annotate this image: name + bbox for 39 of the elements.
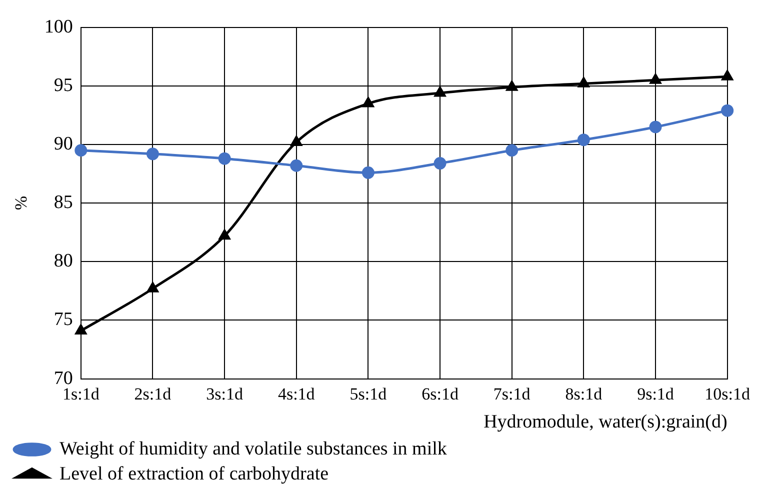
point: [75, 324, 86, 335]
x-tick-label: 9s:1d: [637, 384, 674, 404]
point: [146, 148, 159, 160]
point: [434, 86, 446, 97]
x-tick-label: 2s:1d: [134, 384, 172, 404]
point: [722, 70, 733, 80]
x-tick-label: 6s:1d: [422, 384, 459, 404]
x-axis-title: Hydromodule, water(s):grain(d): [484, 412, 728, 433]
y-tick-label: 85: [54, 192, 73, 214]
point: [147, 282, 158, 292]
point: [218, 152, 231, 165]
point: [506, 80, 518, 91]
point: [578, 77, 590, 88]
point: [218, 230, 230, 240]
x-tick-label: 10s:1d: [704, 384, 750, 404]
point: [74, 144, 88, 157]
y-tick-label: 100: [44, 16, 73, 38]
point: [649, 120, 662, 134]
legend-label: Level of extraction of carbohydrate: [60, 463, 329, 484]
y-tick-label: 75: [54, 309, 73, 330]
y-tick-label: 90: [54, 134, 73, 155]
point: [721, 104, 734, 117]
y-tick-label: 80: [54, 250, 73, 272]
x-tick-label: 7s:1d: [493, 384, 531, 404]
x-tick-label: 4s:1d: [278, 384, 316, 404]
x-tick-label: 5s:1d: [350, 384, 388, 404]
x-tick-label: 3s:1d: [206, 384, 244, 404]
point: [362, 97, 374, 108]
point: [577, 134, 590, 146]
legend-label: Weight of humidity and volatile substances in milk: [60, 438, 448, 460]
x-tick-label: 8s:1d: [565, 384, 603, 404]
point: [650, 74, 662, 84]
y-tick-label: 95: [54, 74, 73, 96]
point: [362, 166, 374, 179]
point: [506, 144, 518, 157]
y-axis-title: %: [12, 196, 31, 210]
point: [290, 136, 302, 146]
point: [434, 157, 446, 170]
point: [290, 159, 303, 172]
